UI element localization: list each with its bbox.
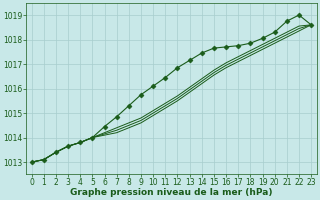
X-axis label: Graphe pression niveau de la mer (hPa): Graphe pression niveau de la mer (hPa) bbox=[70, 188, 273, 197]
